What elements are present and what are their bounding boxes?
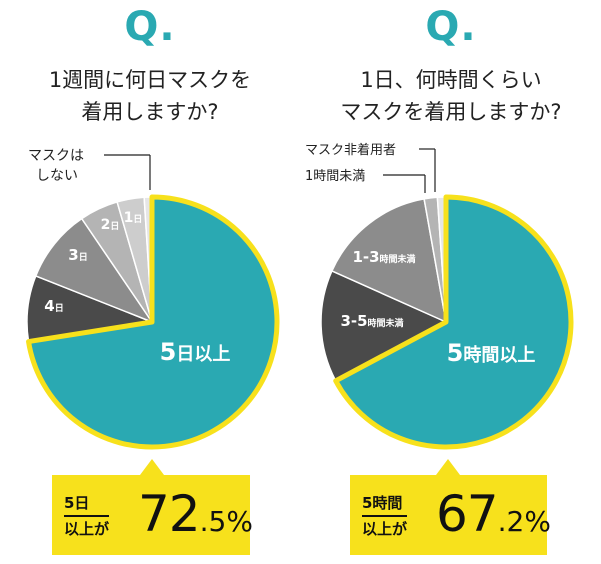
question-line-2: 着用しますか? (81, 100, 219, 124)
pie-label-4: 1日 (124, 210, 143, 226)
callout-label-line-1: 5日 (64, 493, 110, 517)
pie-slices (26, 194, 280, 450)
pie-label-1: 3-5時間未満 (340, 312, 403, 330)
outside-label-under-1h: 1時間未満 (305, 169, 365, 184)
left-panel: Q. 1週間に何日マスクを 着用しますか? 5日以上 4日 3日 2日 1日 マスクは … (0, 0, 300, 564)
outside-label-non-wearer: マスク非着用者 (305, 142, 396, 158)
question-text: 1日、何時間くらい マスクを着用しますか? (301, 64, 601, 128)
callout-value: 72.5% (138, 485, 253, 543)
callout-tail (140, 459, 164, 475)
pie-slice-2 (34, 217, 154, 324)
callout-value-dec: .2% (497, 505, 551, 538)
callout-value: 67.2% (436, 485, 551, 543)
callout-label-line-1: 5時間 (362, 493, 408, 517)
result-callout: 5時間 以上が 67.2% (350, 459, 551, 555)
pie-label-2: 3日 (68, 246, 87, 264)
callout-value-int: 67 (436, 485, 499, 543)
pie-chart-daily: 5時間以上 3-5時間未満 1-3時間未満 マスク非着用者 1時間未満 (305, 142, 574, 450)
outside-label-no-mask-line-1: マスクは (28, 148, 84, 164)
callout-label: 5時間 以上が (362, 493, 408, 540)
pie-slice-0 (333, 194, 574, 450)
callout-value-dec: .5% (199, 505, 253, 538)
pie-label-0: 5時間以上 (447, 339, 536, 367)
pie-label-1: 4日 (44, 297, 63, 315)
callout-label-line-2: 以上が (362, 520, 408, 538)
question-line-2: マスクを着用しますか? (340, 100, 562, 124)
q-mark: Q. (425, 4, 477, 50)
q-mark: Q. (124, 4, 176, 50)
pie-label-0: 5日以上 (160, 338, 231, 366)
pie-slice-0 (26, 194, 280, 450)
callout-value-int: 72 (138, 485, 201, 543)
question-line-1: 1日、何時間くらい (360, 68, 542, 92)
pie-label-2: 1-3時間未満 (352, 248, 415, 266)
result-callout: 5日 以上が 72.5% (52, 459, 253, 555)
pie-labels: 5時間以上 3-5時間未満 1-3時間未満 (340, 248, 535, 367)
pie-slice-1 (320, 269, 448, 382)
question-text: 1週間に何日マスクを 着用しますか? (0, 64, 300, 128)
outside-label-no-mask-line-2: しない (36, 168, 78, 184)
callout-tail (436, 459, 460, 475)
pie-label-3: 2日 (101, 217, 120, 233)
right-panel: Q. 1日、何時間くらい マスクを着用しますか? 5時間以上 3-5時間未満 1-3… (301, 0, 601, 564)
question-line-1: 1週間に何日マスクを (48, 68, 252, 92)
callout-label: 5日 以上が (64, 493, 110, 540)
pie-slice-2 (330, 198, 447, 324)
callout-label-line-2: 以上が (64, 520, 110, 538)
pie-slices (320, 194, 574, 450)
